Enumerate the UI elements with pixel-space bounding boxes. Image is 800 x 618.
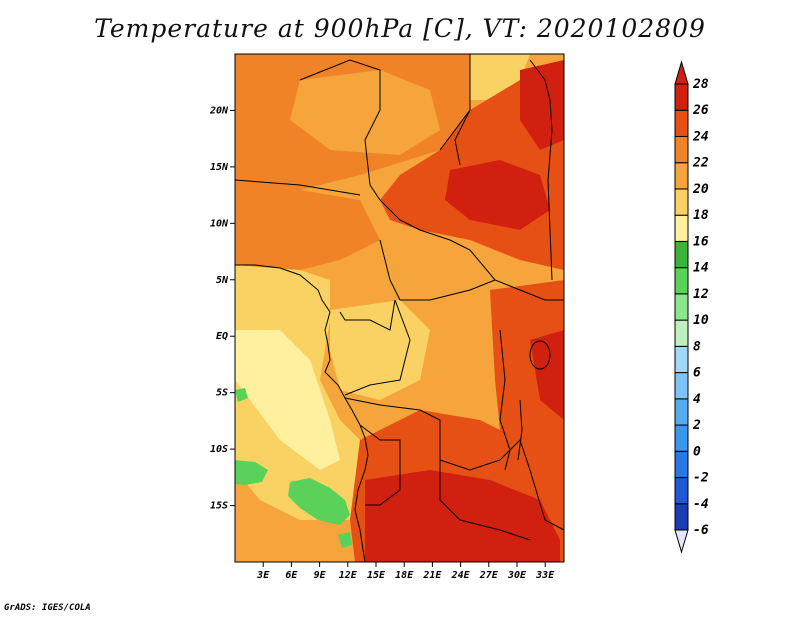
latitude-axis: 20N 15N 10N 5N EQ 5S 10S 15S: [209, 105, 235, 512]
southern-borders: [344, 397, 564, 531]
lat-tick-label: 5N: [216, 275, 229, 286]
colorbar-swatch: [674, 450, 689, 479]
lat-tick-label: 15N: [210, 162, 229, 173]
field-south-core-26-28: [365, 470, 560, 562]
lon-tick-label: 9E: [314, 570, 327, 581]
lake-victoria: [529, 340, 551, 370]
colorbar-swatch: [674, 135, 689, 164]
colorbar-label: 14: [693, 261, 709, 276]
temperature-field: [235, 54, 564, 562]
field-kenya-26-28: [530, 330, 564, 420]
colorbar-swatch: [674, 162, 689, 190]
colorbar-swatch: [674, 398, 689, 426]
lat-tick-label: EQ: [216, 331, 228, 342]
colorbar-label: 22: [692, 156, 709, 171]
field-sahara-pocket-20-22: [290, 70, 440, 155]
grads-credit: GrADS: IGES/COLA: [4, 603, 91, 613]
colorbar-swatch: [674, 109, 689, 137]
lake-tanganyika: [517, 399, 523, 461]
colorbar-label: 20: [692, 182, 709, 197]
colorbar-label: -2: [693, 471, 709, 486]
colorbar-swatch: [674, 188, 689, 216]
colorbar-swatch: [674, 319, 689, 347]
lon-tick-label: 15E: [367, 570, 386, 581]
lon-tick-label: 3E: [256, 570, 270, 581]
field-ocean-cool-patch-1: [235, 460, 268, 485]
field-ocean-cool-patch-2: [288, 478, 350, 525]
lon-tick-label: 6E: [285, 570, 298, 581]
colorbar-label: 0: [693, 444, 701, 459]
lat-tick-label: 10S: [210, 444, 228, 455]
field-atlantic-16-18: [235, 330, 340, 470]
lat-tick-label: 20N: [209, 105, 229, 116]
map-title: Temperature at 900hPa [C], VT: 202010280…: [94, 14, 706, 43]
lon-tick-label: 18E: [395, 570, 414, 581]
colorbar-swatch: [674, 503, 689, 531]
colorbar-swatch: [674, 83, 689, 111]
colorbar-swatch: [674, 214, 689, 242]
central-borders: [379, 199, 564, 301]
cameroon-car-borders: [339, 239, 496, 331]
lon-tick-label: 33E: [535, 570, 555, 581]
field-ocean-cool-patch-3: [235, 388, 248, 402]
colorbar-swatch: [674, 345, 689, 374]
nile-red-sea-borders: [529, 59, 553, 281]
atlantic-coastline: [235, 264, 369, 562]
lat-tick-label: 15S: [210, 501, 228, 512]
field-northeast-18-20: [470, 54, 530, 100]
colorbar-label: 18: [693, 208, 709, 223]
field-congo-18-20: [330, 300, 430, 400]
colorbar-label: 12: [693, 287, 709, 302]
lat-tick-label: 5S: [216, 388, 228, 399]
colorbar-label: -4: [693, 497, 709, 512]
colorbar-label: 10: [693, 313, 709, 328]
colorbar-label: 26: [692, 103, 709, 118]
rift-lakes-borders: [499, 329, 511, 471]
field-eastafrica-24-26: [490, 280, 564, 480]
lat-tick-label: 10N: [210, 218, 229, 229]
colorbar-low-end: [674, 529, 689, 554]
colorbar-label: -6: [693, 523, 709, 538]
field-sudan-core-26-28: [445, 160, 550, 230]
colorbar-swatch: [674, 267, 689, 295]
coastlines-borders: [235, 54, 564, 562]
colorbar-label: 2: [692, 418, 701, 433]
colorbar-label: 8: [693, 339, 701, 354]
colorbar-swatch: [674, 477, 689, 505]
lon-tick-label: 30E: [507, 570, 527, 581]
lon-tick-label: 24E: [451, 570, 471, 581]
map-frame: [234, 53, 565, 563]
colorbar-label: 6: [693, 366, 701, 381]
lon-tick-label: 12E: [339, 570, 358, 581]
sahel-borders: [235, 54, 471, 201]
colorbar-label: 4: [693, 392, 701, 407]
colorbar-label: 16: [693, 234, 709, 249]
colorbar-label: 24: [692, 129, 709, 144]
colorbar-swatch: [674, 372, 689, 400]
field-westafrica-22-24: [235, 180, 380, 270]
colorbar-label: 28: [692, 77, 709, 92]
congo-borders: [344, 299, 411, 396]
colorbar-swatch: [674, 424, 689, 452]
lon-tick-label: 27E: [479, 570, 499, 581]
colorbar-high-end: [674, 60, 689, 85]
colorbar-swatch: [674, 240, 689, 269]
field-ocean-cool-patch-4: [338, 532, 352, 548]
lon-tick-label: 21E: [422, 570, 442, 581]
colorbar-swatch: [674, 293, 689, 321]
longitude-axis: 3E 6E 9E 12E 15E 18E 21E 24E 27E 30E 33E: [256, 562, 555, 581]
field-redsea-26-28: [520, 60, 564, 150]
angola-zambia-borders: [359, 424, 531, 541]
